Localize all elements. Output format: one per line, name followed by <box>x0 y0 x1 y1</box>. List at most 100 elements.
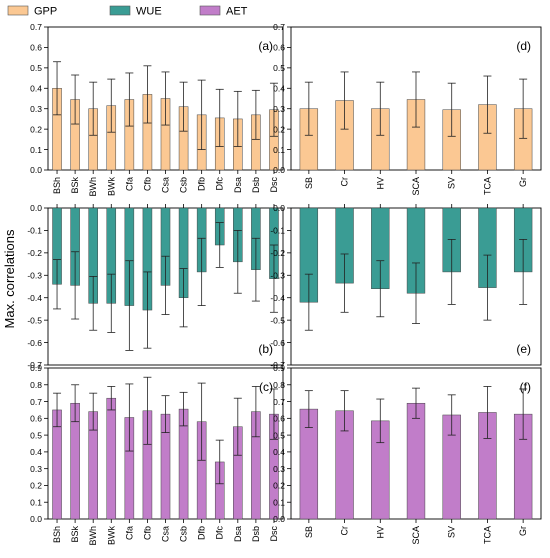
y-tick-label-c-9: 0.9 <box>30 363 42 373</box>
y-tick-label-e-3: -0.3 <box>270 270 285 280</box>
bar-f-sca <box>406 402 426 520</box>
x-tick-label-c-dsa: Dsa <box>233 526 243 542</box>
y-tick-label-d-2: 0.2 <box>273 124 285 134</box>
y-tick-label-f-0: 0.0 <box>273 514 285 524</box>
panel-d: 0.0 0.1 0.2 0.3 0.4 0.5 0.6 0.7 SB Cr HV SCA SV TCA Gr… <box>273 22 542 196</box>
x-tick-label-f-cr: Cr <box>340 526 350 536</box>
x-tick-label-a-csb: Csb <box>179 177 189 193</box>
y-tick-label-a-0: 0.0 <box>30 165 42 175</box>
y-tick-label-f-9: 0.9 <box>273 363 285 373</box>
y-tick-label-b-4: -0.4 <box>27 293 42 303</box>
x-tick-label-d-hv: HV <box>375 177 385 190</box>
bar-c-bwk <box>106 397 117 520</box>
y-tick-label-e-2: -0.2 <box>270 248 285 258</box>
y-tick-label-b-1: -0.1 <box>27 226 42 236</box>
panel-label-b: (b) <box>258 342 273 356</box>
x-tick-label-a-bwk: BWk <box>106 177 116 196</box>
panel-label-a: (a) <box>258 39 273 53</box>
legend-swatch-gpp <box>7 5 29 16</box>
panel-f: 0.0 0.1 0.2 0.3 0.4 0.5 0.6 0.7 0.8 0.9 SB Cr HV SCA S… <box>273 363 542 545</box>
legend: GPP WUE AET <box>7 5 248 18</box>
x-tick-label-c-bwk: BWk <box>106 526 116 545</box>
y-tick-label-f-1: 0.1 <box>273 497 285 507</box>
y-tick-label-a-2: 0.2 <box>30 124 42 134</box>
y-tick-label-d-0: 0.0 <box>273 165 285 175</box>
x-tick-label-d-sca: SCA <box>411 177 421 196</box>
y-tick-label-c-5: 0.5 <box>30 430 42 440</box>
y-tick-label-a-1: 0.1 <box>30 145 42 155</box>
x-tick-label-d-sb: SB <box>304 177 314 189</box>
y-tick-label-b-5: -0.5 <box>27 315 42 325</box>
panel-label-e: (e) <box>516 342 531 356</box>
x-tick-label-a-dsc: Dsc <box>269 177 279 193</box>
x-tick-label-c-bwh: BWh <box>88 526 98 546</box>
x-tick-label-c-dfb: Dfb <box>197 526 207 540</box>
y-tick-label-c-3: 0.3 <box>30 464 42 474</box>
legend-label-gpp: GPP <box>34 6 57 18</box>
x-tick-label-a-bwh: BWh <box>88 177 98 197</box>
x-tick-label-c-csb: Csb <box>179 526 189 542</box>
x-tick-label-a-bsh: BSh <box>52 177 62 194</box>
panel-b: 0.0 -0.1 -0.2 -0.3 -0.4 -0.5 -0.6 -0.7 (b) <box>27 203 284 370</box>
y-tick-label-f-5: 0.5 <box>273 430 285 440</box>
y-tick-label-c-4: 0.4 <box>30 447 42 457</box>
x-tick-label-c-bsh: BSh <box>52 526 62 543</box>
y-tick-label-f-8: 0.8 <box>273 380 285 390</box>
y-tick-label-c-8: 0.8 <box>30 380 42 390</box>
y-tick-label-a-4: 0.4 <box>30 83 42 93</box>
legend-swatch-aet <box>199 5 221 16</box>
panel-e: 0.0 -0.1 -0.2 -0.3 -0.4 -0.5 -0.6 -0.7 (e) <box>270 203 542 370</box>
y-tick-label-c-6: 0.6 <box>30 414 42 424</box>
x-tick-label-f-gr: Gr <box>518 526 528 536</box>
panel-label-f: (f) <box>520 380 531 394</box>
panel-label-c: (c) <box>259 380 273 394</box>
y-tick-label-e-4: -0.4 <box>270 293 285 303</box>
x-tick-label-a-cfa: Cfa <box>124 177 134 191</box>
y-tick-label-f-4: 0.4 <box>273 447 285 457</box>
x-tick-label-d-tca: TCA <box>482 177 492 195</box>
y-tick-label-d-6: 0.6 <box>273 43 285 53</box>
x-tick-label-d-sv: SV <box>447 177 457 189</box>
x-tick-label-f-sv: SV <box>447 526 457 538</box>
y-tick-label-b-2: -0.2 <box>27 248 42 258</box>
x-tick-label-c-bsk: BSk <box>70 526 80 543</box>
x-tick-label-c-cfb: Cfb <box>142 526 152 540</box>
legend-swatch-wue <box>109 5 131 16</box>
x-tick-label-a-dsa: Dsa <box>233 177 243 193</box>
panels: 0.0 0.1 0.2 0.3 0.4 0.5 0.6 0.7 BSh BSk BWh BWk Cfa C… <box>27 22 542 546</box>
x-tick-label-d-cr: Cr <box>340 177 350 187</box>
y-tick-label-b-6: -0.6 <box>27 338 42 348</box>
y-tick-label-c-1: 0.1 <box>30 497 42 507</box>
x-tick-label-c-dsb: Dsb <box>251 526 261 542</box>
y-tick-label-e-6: -0.6 <box>270 338 285 348</box>
x-tick-label-c-csa: Csa <box>161 526 171 542</box>
y-tick-label-e-5: -0.5 <box>270 315 285 325</box>
x-tick-label-c-cfa: Cfa <box>124 526 134 540</box>
y-tick-label-c-2: 0.2 <box>30 481 42 491</box>
x-tick-label-a-dfc: Dfc <box>215 177 225 191</box>
y-tick-label-e-0: 0.0 <box>273 203 285 213</box>
y-tick-label-d-5: 0.5 <box>273 63 285 73</box>
y-tick-label-b-7: -0.7 <box>27 360 42 370</box>
panel-c: 0.0 0.1 0.2 0.3 0.4 0.5 0.6 0.7 0.8 0.9 BSh BSk BWh B… <box>30 363 284 546</box>
x-tick-label-a-bsk: BSk <box>70 177 80 194</box>
panel-a: 0.0 0.1 0.2 0.3 0.4 0.5 0.6 0.7 BSh BSk BWh BWk Cfa C… <box>30 22 284 197</box>
panel-label-d: (d) <box>516 39 531 53</box>
y-tick-label-a-3: 0.3 <box>30 104 42 114</box>
y-tick-label-f-6: 0.6 <box>273 414 285 424</box>
y-tick-label-b-0: 0.0 <box>30 203 42 213</box>
x-tick-label-d-gr: Gr <box>518 177 528 187</box>
y-tick-label-f-2: 0.2 <box>273 481 285 491</box>
y-tick-label-c-0: 0.0 <box>30 514 42 524</box>
y-tick-label-a-5: 0.5 <box>30 63 42 73</box>
y-axis-label: Max. correlations <box>2 229 17 328</box>
y-tick-label-d-3: 0.3 <box>273 104 285 114</box>
y-tick-label-e-7: -0.7 <box>270 360 285 370</box>
x-tick-label-f-sca: SCA <box>411 526 421 545</box>
y-tick-label-d-7: 0.7 <box>273 22 285 32</box>
legend-label-wue: WUE <box>136 6 162 18</box>
x-tick-label-a-csa: Csa <box>161 177 171 193</box>
x-tick-label-f-tca: TCA <box>482 526 492 544</box>
y-tick-label-b-3: -0.3 <box>27 270 42 280</box>
x-tick-label-a-dfb: Dfb <box>197 177 207 191</box>
